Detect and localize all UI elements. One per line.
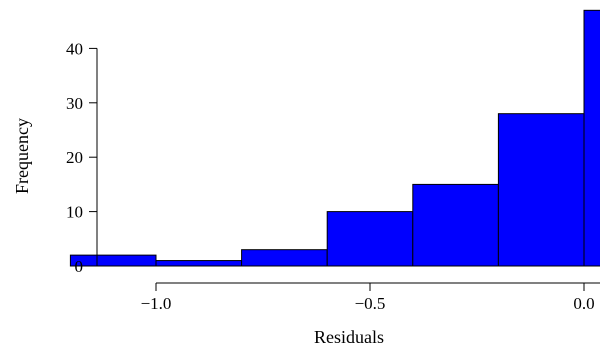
x-tick-label: −1.0: [141, 294, 172, 313]
y-tick-label: 30: [66, 94, 83, 113]
x-tick-label: −0.5: [355, 294, 386, 313]
histogram-bar: [412, 183, 499, 267]
histogram-bar: [69, 254, 157, 267]
histogram-bar: [497, 113, 585, 267]
y-tick-label: 40: [66, 39, 83, 58]
histogram-bar: [583, 9, 600, 267]
bars-layer: [69, 9, 600, 267]
y-tick-label: 0: [75, 257, 84, 276]
histogram-bar: [241, 249, 328, 267]
x-tick-label: 0.0: [573, 294, 594, 313]
histogram-bar: [155, 260, 243, 267]
x-axis-title: Residuals: [314, 327, 384, 347]
y-tick-label: 10: [66, 203, 83, 222]
y-axis-title: Frequency: [12, 118, 32, 194]
histogram-bar: [326, 211, 414, 267]
y-tick-label: 20: [66, 148, 83, 167]
